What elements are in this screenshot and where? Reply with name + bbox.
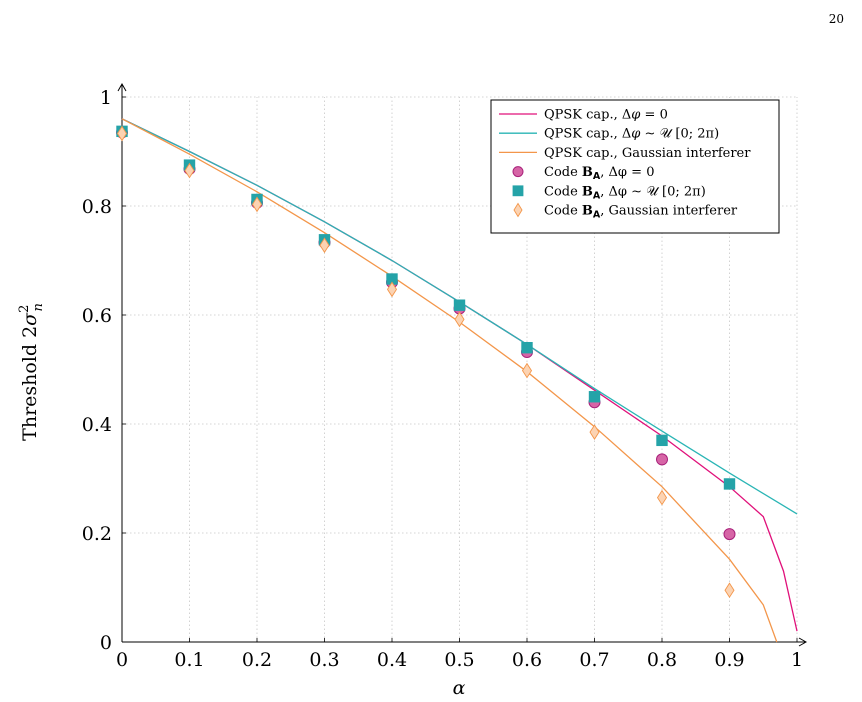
x-tick-label: 0.6	[512, 649, 542, 671]
legend-label: QPSK cap., Gaussian interferer	[544, 146, 751, 161]
x-tick-label: 0.9	[714, 649, 744, 671]
data-point-diamond	[116, 125, 128, 142]
x-tick-label: 0.2	[242, 649, 272, 671]
data-point-circle	[512, 166, 524, 178]
legend-label: Code BA, Δφ = 0	[544, 165, 654, 182]
data-point-diamond	[513, 202, 523, 218]
data-point-diamond	[184, 162, 195, 179]
page-number: 20	[828, 12, 844, 26]
y-tick-label: 0.8	[82, 196, 112, 218]
data-point-circle	[723, 528, 736, 541]
x-axis-label: α	[453, 677, 466, 699]
data-point-square	[453, 299, 466, 311]
x-tick-label: 0.1	[174, 649, 204, 671]
x-tick-label: 0.5	[444, 649, 474, 671]
y-axis-label: Threshold 2σ2n	[17, 303, 46, 441]
x-tick-label: 0	[116, 649, 128, 671]
x-tick-label: 0.7	[579, 649, 609, 671]
axes	[117, 82, 808, 647]
data-point-square	[588, 391, 601, 403]
y-tick-labels: 0 0.2 0.4 0.6 0.8 1	[82, 87, 112, 654]
y-tick-label: 0.2	[82, 523, 112, 545]
x-tick-label: 0.4	[377, 649, 407, 671]
grid-lines	[122, 96, 798, 642]
data-point-diamond	[724, 582, 735, 599]
legend-label: QPSK cap., Δφ ∼ 𝒰 [0; 2π)	[544, 127, 719, 142]
legend-label: Code BA, Δφ ∼ 𝒰 [0; 2π)	[544, 184, 706, 201]
data-point-diamond	[386, 281, 398, 298]
data-point-circle	[656, 453, 668, 466]
data-point-square	[723, 478, 736, 490]
y-tick-label: 0	[100, 632, 112, 654]
data-point-square	[521, 341, 533, 354]
legend-label: Code BA, Gaussian interferer	[544, 204, 738, 221]
legend-label: QPSK cap., Δφ = 0	[544, 108, 668, 123]
y-axis-arrow	[117, 82, 127, 92]
x-axis-arrow	[798, 637, 808, 647]
x-tick-label: 0.8	[647, 649, 677, 671]
legend-box	[490, 99, 780, 234]
data-point-diamond	[251, 196, 263, 213]
x-tick-label: 0.3	[309, 649, 339, 671]
x-tick-labels: 0 0.1 0.2 0.3 0.4 0.5 0.6 0.7 0.8 0.9 1	[116, 649, 803, 671]
x-tick-label: 1	[791, 649, 803, 671]
data-point-diamond	[521, 362, 533, 379]
data-point-square	[512, 185, 524, 197]
data-point-diamond	[656, 489, 668, 506]
data-point-diamond	[319, 237, 330, 254]
y-tick-label: 0.4	[82, 414, 112, 436]
data-point-diamond	[589, 424, 600, 441]
y-tick-label: 1	[100, 87, 112, 109]
series-markers	[116, 125, 736, 599]
y-tick-label: 0.6	[82, 305, 112, 327]
series-line	[121, 118, 778, 643]
data-point-diamond	[454, 311, 465, 328]
data-point-square	[656, 434, 668, 447]
legend: QPSK cap., Δφ = 0 QPSK cap., Δφ ∼ 𝒰 [0; 2…	[490, 99, 780, 234]
